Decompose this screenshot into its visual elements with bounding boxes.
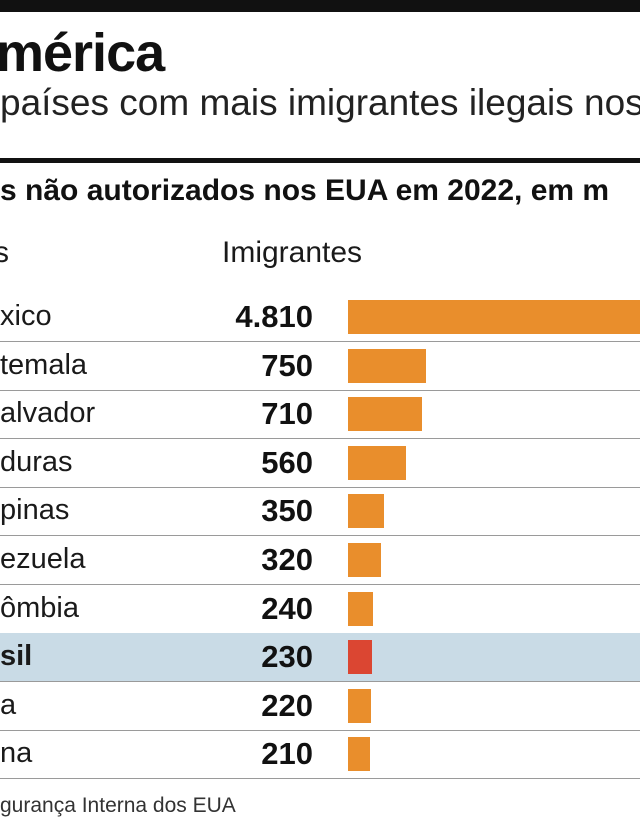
table-row: ômbia 240 <box>0 585 640 634</box>
country-label: pinas <box>0 494 70 527</box>
column-header-country: s <box>0 236 9 269</box>
bar <box>348 348 426 383</box>
chart-subtitle: países com mais imigrantes ilegais nos <box>0 82 640 123</box>
country-label: temala <box>0 348 88 381</box>
table-row: temala 750 <box>0 342 640 391</box>
bar <box>348 397 422 432</box>
bar <box>348 591 373 626</box>
table-row: xico 4.810 <box>0 293 640 342</box>
bar <box>348 543 382 577</box>
bar <box>348 300 640 334</box>
value-label: 750 <box>261 347 313 383</box>
header-divider <box>0 158 640 163</box>
bar <box>348 640 372 675</box>
value-label: 4.810 <box>235 299 313 334</box>
table-row: duras 560 <box>0 439 640 488</box>
country-label: alvador <box>0 397 96 430</box>
bar <box>348 688 371 723</box>
country-label: a <box>0 688 17 721</box>
table-row: ezuela 320 <box>0 536 640 585</box>
country-label: na <box>0 737 33 770</box>
table-row: a 220 <box>0 682 640 731</box>
value-label: 210 <box>261 736 313 772</box>
value-label: 320 <box>261 542 313 577</box>
value-label: 240 <box>261 590 313 626</box>
bar <box>348 494 385 529</box>
column-header-immigrants: Imigrantes <box>222 236 363 269</box>
country-label: sil <box>0 640 33 673</box>
country-label: ômbia <box>0 591 79 624</box>
value-label: 220 <box>261 687 313 723</box>
top-rule <box>0 0 640 12</box>
table-row: alvador 710 <box>0 390 640 440</box>
value-label: 350 <box>261 493 313 529</box>
table-row: na 210 <box>0 730 640 780</box>
bar <box>348 737 370 772</box>
source-note: gurança Interna dos EUA <box>0 794 236 817</box>
table-row: sil 230 <box>0 633 640 683</box>
value-label: 230 <box>261 639 313 675</box>
table-row: pinas 350 <box>0 487 640 537</box>
country-label: duras <box>0 445 73 478</box>
chart-title: mérica <box>0 23 165 83</box>
value-label: 560 <box>261 444 313 480</box>
chart-heading: s não autorizados nos EUA em 2022, em m <box>0 174 610 207</box>
value-label: 710 <box>261 396 313 432</box>
country-label: ezuela <box>0 543 86 575</box>
country-label: xico <box>0 300 52 332</box>
bar <box>348 445 407 480</box>
